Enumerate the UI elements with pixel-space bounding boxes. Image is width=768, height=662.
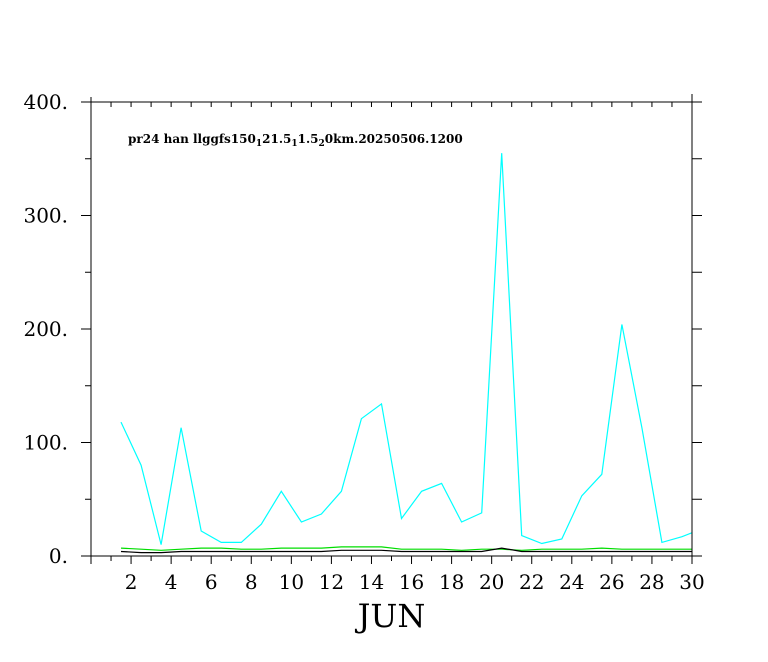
plot-frame	[90, 101, 693, 557]
series-line-3	[120, 547, 692, 554]
y-tick-label: 0.	[49, 544, 68, 568]
x-tick-label: 10	[279, 570, 304, 594]
series-line-2	[120, 546, 692, 551]
x-tick-label: 14	[359, 570, 384, 594]
x-tick-label: 6	[205, 570, 218, 594]
y-tick-label: 100.	[23, 431, 68, 455]
x-tick-label: 2	[125, 570, 138, 594]
annotation-segment: 0km.20250506.1200	[325, 132, 463, 146]
annotation-subscript: 2	[319, 139, 325, 149]
annotation-segment: 21.5	[262, 132, 291, 146]
y-tick-label: 300.	[23, 204, 68, 228]
y-tick-label: 400.	[23, 90, 68, 114]
x-tick-label: 22	[519, 570, 544, 594]
x-tick-label: 30	[679, 570, 704, 594]
major-ticks	[90, 94, 693, 564]
series-line-1	[120, 153, 692, 545]
x-axis-label: JUN	[355, 597, 426, 635]
x-tick-label: 4	[165, 570, 178, 594]
x-tick-labels: 2 4 6 8 10 12 14 16 18 20 22 24 26 28 30	[125, 570, 705, 594]
x-tick-label: 24	[559, 570, 584, 594]
x-tick-label: 28	[639, 570, 664, 594]
annotation-segment: 1.5	[298, 132, 319, 146]
x-tick-label: 26	[599, 570, 624, 594]
x-tick-label: 8	[245, 570, 258, 594]
annotation-segment: pr24 han llggfs150	[128, 132, 256, 146]
x-tick-label: 12	[319, 570, 344, 594]
x-tick-label: 16	[399, 570, 424, 594]
y-tick-label: 200.	[23, 317, 68, 341]
x-tick-label: 20	[479, 570, 504, 594]
annotation-subscript: 1	[256, 139, 262, 149]
series-layer	[120, 153, 692, 554]
annotation-subscript: 1	[291, 139, 297, 149]
minor-ticks	[81, 101, 702, 564]
y-tick-labels: 0. 100. 200. 300. 400.	[23, 90, 68, 568]
x-tick-label: 18	[439, 570, 464, 594]
chart-annotation: pr24 han llggfs150121.511.520km.20250506…	[128, 132, 463, 149]
